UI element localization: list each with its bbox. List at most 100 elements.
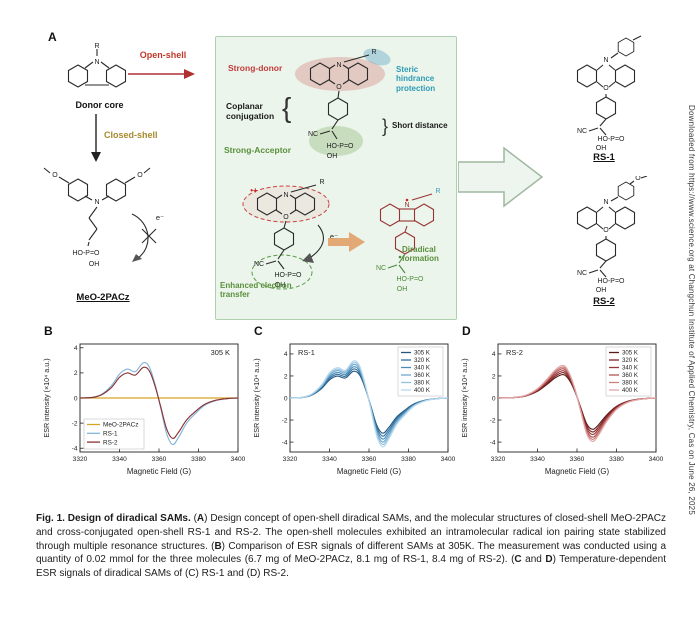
svg-text:3380: 3380 (401, 456, 416, 463)
radical-cation-label: •+ (250, 186, 258, 195)
svg-text:2: 2 (284, 373, 288, 380)
svg-text:0: 0 (74, 395, 78, 402)
x-axis-label: Magnetic Field (G) (337, 467, 402, 476)
donor-core-label: Donor core (75, 100, 124, 110)
svg-text:3320: 3320 (73, 456, 88, 463)
svg-text:4: 4 (284, 351, 288, 358)
hydroxyl-group: OH (397, 286, 408, 293)
electron-label: e⁻ (330, 232, 338, 241)
rs1-structure: N O NC HO-P=O OH (576, 35, 642, 152)
atom-n: N (94, 59, 99, 66)
phosphonic-group: HO-P=O (597, 136, 625, 143)
panel-a-letter: A (48, 30, 57, 44)
bonds (43, 167, 151, 247)
svg-text:3380: 3380 (191, 456, 206, 463)
svg-text:3400: 3400 (231, 456, 245, 463)
bonds (309, 54, 370, 140)
hydroxyl-group: OH (596, 145, 607, 152)
svg-text:-4: -4 (282, 439, 288, 446)
axes: 3320 3340 3360 3380 3400 -4 -2 0 2 4 Magnetic Fiel… (252, 343, 455, 476)
svg-text:3340: 3340 (322, 456, 337, 463)
svg-text:340 K: 340 K (414, 365, 430, 372)
svg-text:-2: -2 (282, 417, 288, 424)
hydroxyl-group: OH (89, 261, 100, 268)
nitrile-group: NC (254, 261, 264, 268)
short-distance-label: Short distance (392, 121, 448, 130)
coplanar-brace: { (282, 92, 292, 123)
strong-donor-label: Strong-donor (228, 63, 283, 73)
x-axis-label: Magnetic Field (G) (127, 467, 192, 476)
bonds (576, 35, 642, 136)
atom-o: O (52, 172, 58, 179)
bonds (379, 203, 435, 255)
bonds (67, 49, 127, 88)
chart-annotation: RS-2 (506, 348, 523, 357)
atom-o: O (603, 85, 609, 92)
coplanar-label: Coplanar conjugation (226, 101, 275, 122)
atom-o: O (137, 172, 143, 179)
bonds (256, 184, 317, 270)
closed-shell-arrow (91, 114, 101, 162)
rs2-label: RS-2 (593, 296, 615, 307)
svg-text:-2: -2 (72, 420, 78, 427)
chart-annotation: 305 K (211, 348, 230, 357)
svg-text:3360: 3360 (362, 456, 377, 463)
atom-o: O (283, 214, 289, 221)
atom-n: N (404, 202, 409, 209)
svg-text:3400: 3400 (649, 456, 663, 463)
panel-b-letter: B (44, 324, 53, 338)
hydroxyl-group: OH (275, 282, 286, 289)
nitrile-group: NC (308, 131, 318, 138)
donor-core-structure: N R (67, 43, 127, 88)
diradical-formation-label: Diradical formation (402, 245, 439, 264)
legend: MeO-2PACz RS-1RS-2 (83, 418, 145, 450)
steric-protection-label: Steric hindrance protection (396, 65, 436, 93)
electron-label: e⁻ (156, 213, 164, 222)
hydroxyl-group: OH (327, 153, 338, 160)
concept-molecule-diradical: N R NC HO-P=O OH (376, 188, 441, 293)
esr-chart-d: 3320 3340 3360 3380 3400 -4 -2 0 2 4 Magnetic Fiel… (460, 343, 663, 476)
svg-text:0: 0 (284, 395, 288, 402)
svg-text:400 K: 400 K (622, 387, 638, 394)
series (289, 360, 449, 448)
open-shell-label: Open-shell (139, 50, 187, 60)
svg-text:MeO-2PACz: MeO-2PACz (103, 422, 138, 429)
rs1-label: RS-1 (593, 152, 615, 163)
atom-o: O (635, 176, 641, 182)
closed-shell-label: Closed-shell (104, 130, 158, 140)
svg-text:4: 4 (74, 345, 78, 352)
svg-text:2: 2 (74, 370, 78, 377)
atom-n: N (603, 199, 608, 206)
atom-r: R (319, 179, 324, 186)
acceptor-part: NC HO-P=O OH (376, 253, 424, 293)
svg-text:4: 4 (492, 351, 496, 358)
atom-n: N (283, 192, 288, 199)
svg-text:380 K: 380 K (414, 380, 430, 387)
svg-text:-4: -4 (72, 446, 78, 453)
series (497, 364, 657, 443)
y-axis-label: ESR intensity (×10⁴ a.u.) (460, 358, 469, 437)
short-distance-brace: } (382, 116, 389, 136)
atom-r: R (94, 43, 99, 50)
nitrile-group: NC (577, 128, 587, 135)
nitrile-group: NC (376, 265, 386, 272)
svg-text:-2: -2 (490, 417, 496, 424)
steric-highlight (363, 48, 391, 66)
atom-n: N (336, 62, 341, 69)
panel-c-letter: C (254, 324, 263, 338)
svg-text:3400: 3400 (441, 456, 455, 463)
atom-o: O (336, 84, 342, 91)
atom-r: R (435, 188, 440, 195)
atom-n: N (603, 57, 608, 64)
chart-annotation: RS-1 (298, 348, 315, 357)
svg-text:-4: -4 (490, 439, 496, 446)
series-400 K (289, 360, 449, 448)
svg-text:3360: 3360 (152, 456, 167, 463)
svg-text:3320: 3320 (283, 456, 298, 463)
concept-molecule-radical: N O R •+ NC HO-P=O OH e⁻ (242, 179, 338, 290)
nitrile-group: NC (577, 270, 587, 277)
resonance-arrow (328, 232, 365, 252)
atom-o: O (603, 227, 609, 234)
